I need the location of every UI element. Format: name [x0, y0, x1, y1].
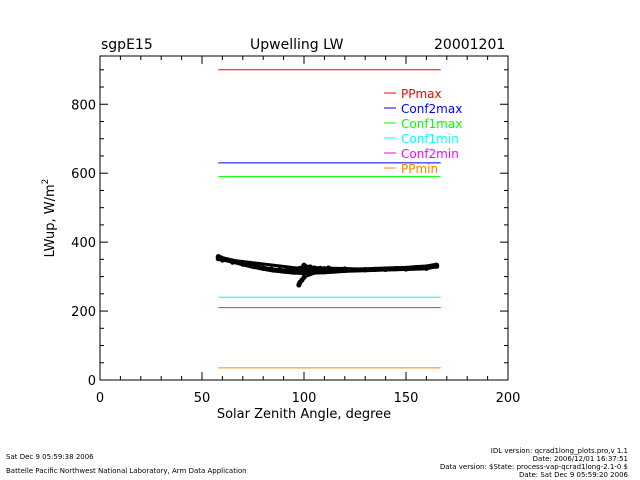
threshold-lines	[218, 69, 441, 369]
x-tick-label: 150	[394, 391, 419, 406]
footer-idl-version: IDL version: qcrad1long_plots.pro,v 1.1	[490, 447, 628, 455]
legend-label: PPmin	[401, 162, 438, 176]
plot-frame	[99, 55, 509, 381]
y-tick-label: 600	[71, 167, 96, 182]
y-tick-label: 200	[71, 305, 96, 320]
y-tick-label: 0	[88, 374, 96, 389]
legend-label: Conf1min	[401, 132, 459, 146]
footer-institution: Battelle Pacific Northwest National Labo…	[6, 467, 247, 475]
legend-label: PPmax	[401, 87, 442, 101]
x-tick-label: 50	[194, 391, 211, 406]
chart-title: Upwelling LW	[250, 37, 344, 53]
site-label: sgpE15	[101, 37, 153, 53]
y-tick-label: 400	[71, 236, 96, 251]
legend: PPmaxConf2maxConf1maxConf1minConf2minPPm…	[384, 87, 462, 176]
tick-labels: 0 50 100 150 200 0 200 400 600 800	[71, 98, 520, 406]
y-tick-label: 800	[71, 98, 96, 113]
date-label: 20001201	[434, 37, 506, 53]
data-dip	[298, 266, 330, 284]
footer-data-version: Data version: $State: process-vap-qcrad1…	[439, 463, 628, 471]
legend-label: Conf2min	[401, 147, 459, 161]
footer-run-date: Sat Dec 9 05:59:38 2006	[6, 453, 94, 461]
footer-data-date: Date: Sat Dec 9 05:59:20 2006	[519, 471, 628, 479]
x-tick-label: 200	[496, 391, 521, 406]
footer-idl-date: Date: 2006/12/01 16:37:51	[532, 455, 628, 463]
y-axis-label: LWup, W/m2	[41, 179, 58, 258]
legend-label: Conf1max	[401, 117, 462, 131]
x-axis-label: Solar Zenith Angle, degree	[217, 407, 391, 422]
measurement-data	[215, 254, 440, 288]
data-bump	[218, 257, 321, 270]
x-tick-label: 0	[96, 391, 104, 406]
legend-label: Conf2max	[401, 102, 462, 116]
data-band-lower	[222, 258, 298, 272]
x-tick-label: 100	[292, 391, 317, 406]
